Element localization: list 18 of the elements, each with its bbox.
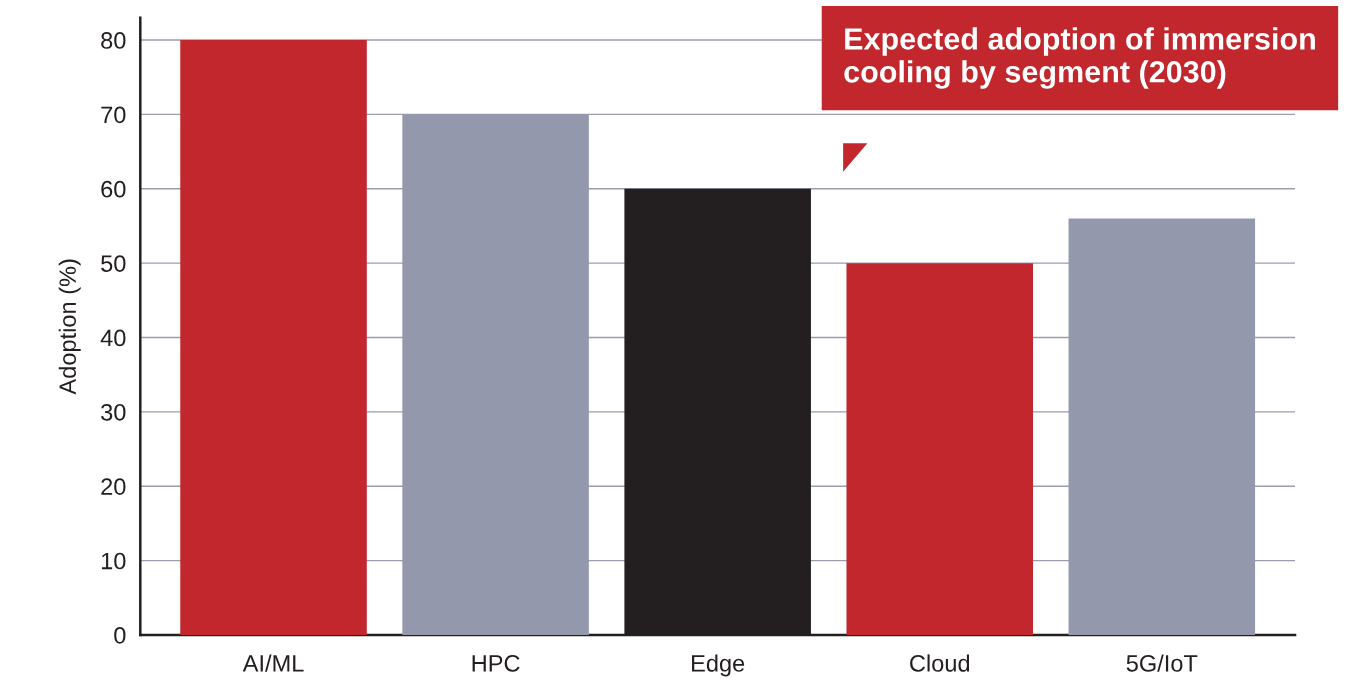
y-tick-label: 70 [101, 106, 126, 124]
bar [846, 263, 1033, 635]
y-tick-label: 60 [101, 180, 126, 198]
y-tick-label: 50 [101, 255, 126, 272]
y-tick-label: 40 [100, 329, 126, 347]
x-tick-label: Edge [692, 654, 745, 677]
y-tick-label: 10 [101, 552, 126, 570]
bar [180, 40, 367, 635]
y-tick-label: 20 [101, 478, 126, 495]
text: Expected adoption of immersion cooling by segment (2030) [844, 27, 1315, 89]
x-tick-label: HPC [472, 655, 520, 672]
x-tick-label: Cloud [910, 654, 970, 672]
y-tick-label: 80 [101, 32, 126, 49]
y-tick-label: 0 [114, 627, 126, 644]
y-tick-label: 30 [101, 403, 126, 421]
x-tick-label: AI/ML [242, 654, 304, 672]
x-tick-label: 5G/IoT [1126, 654, 1198, 672]
y-axis-title: Adoption (%) [58, 259, 81, 395]
